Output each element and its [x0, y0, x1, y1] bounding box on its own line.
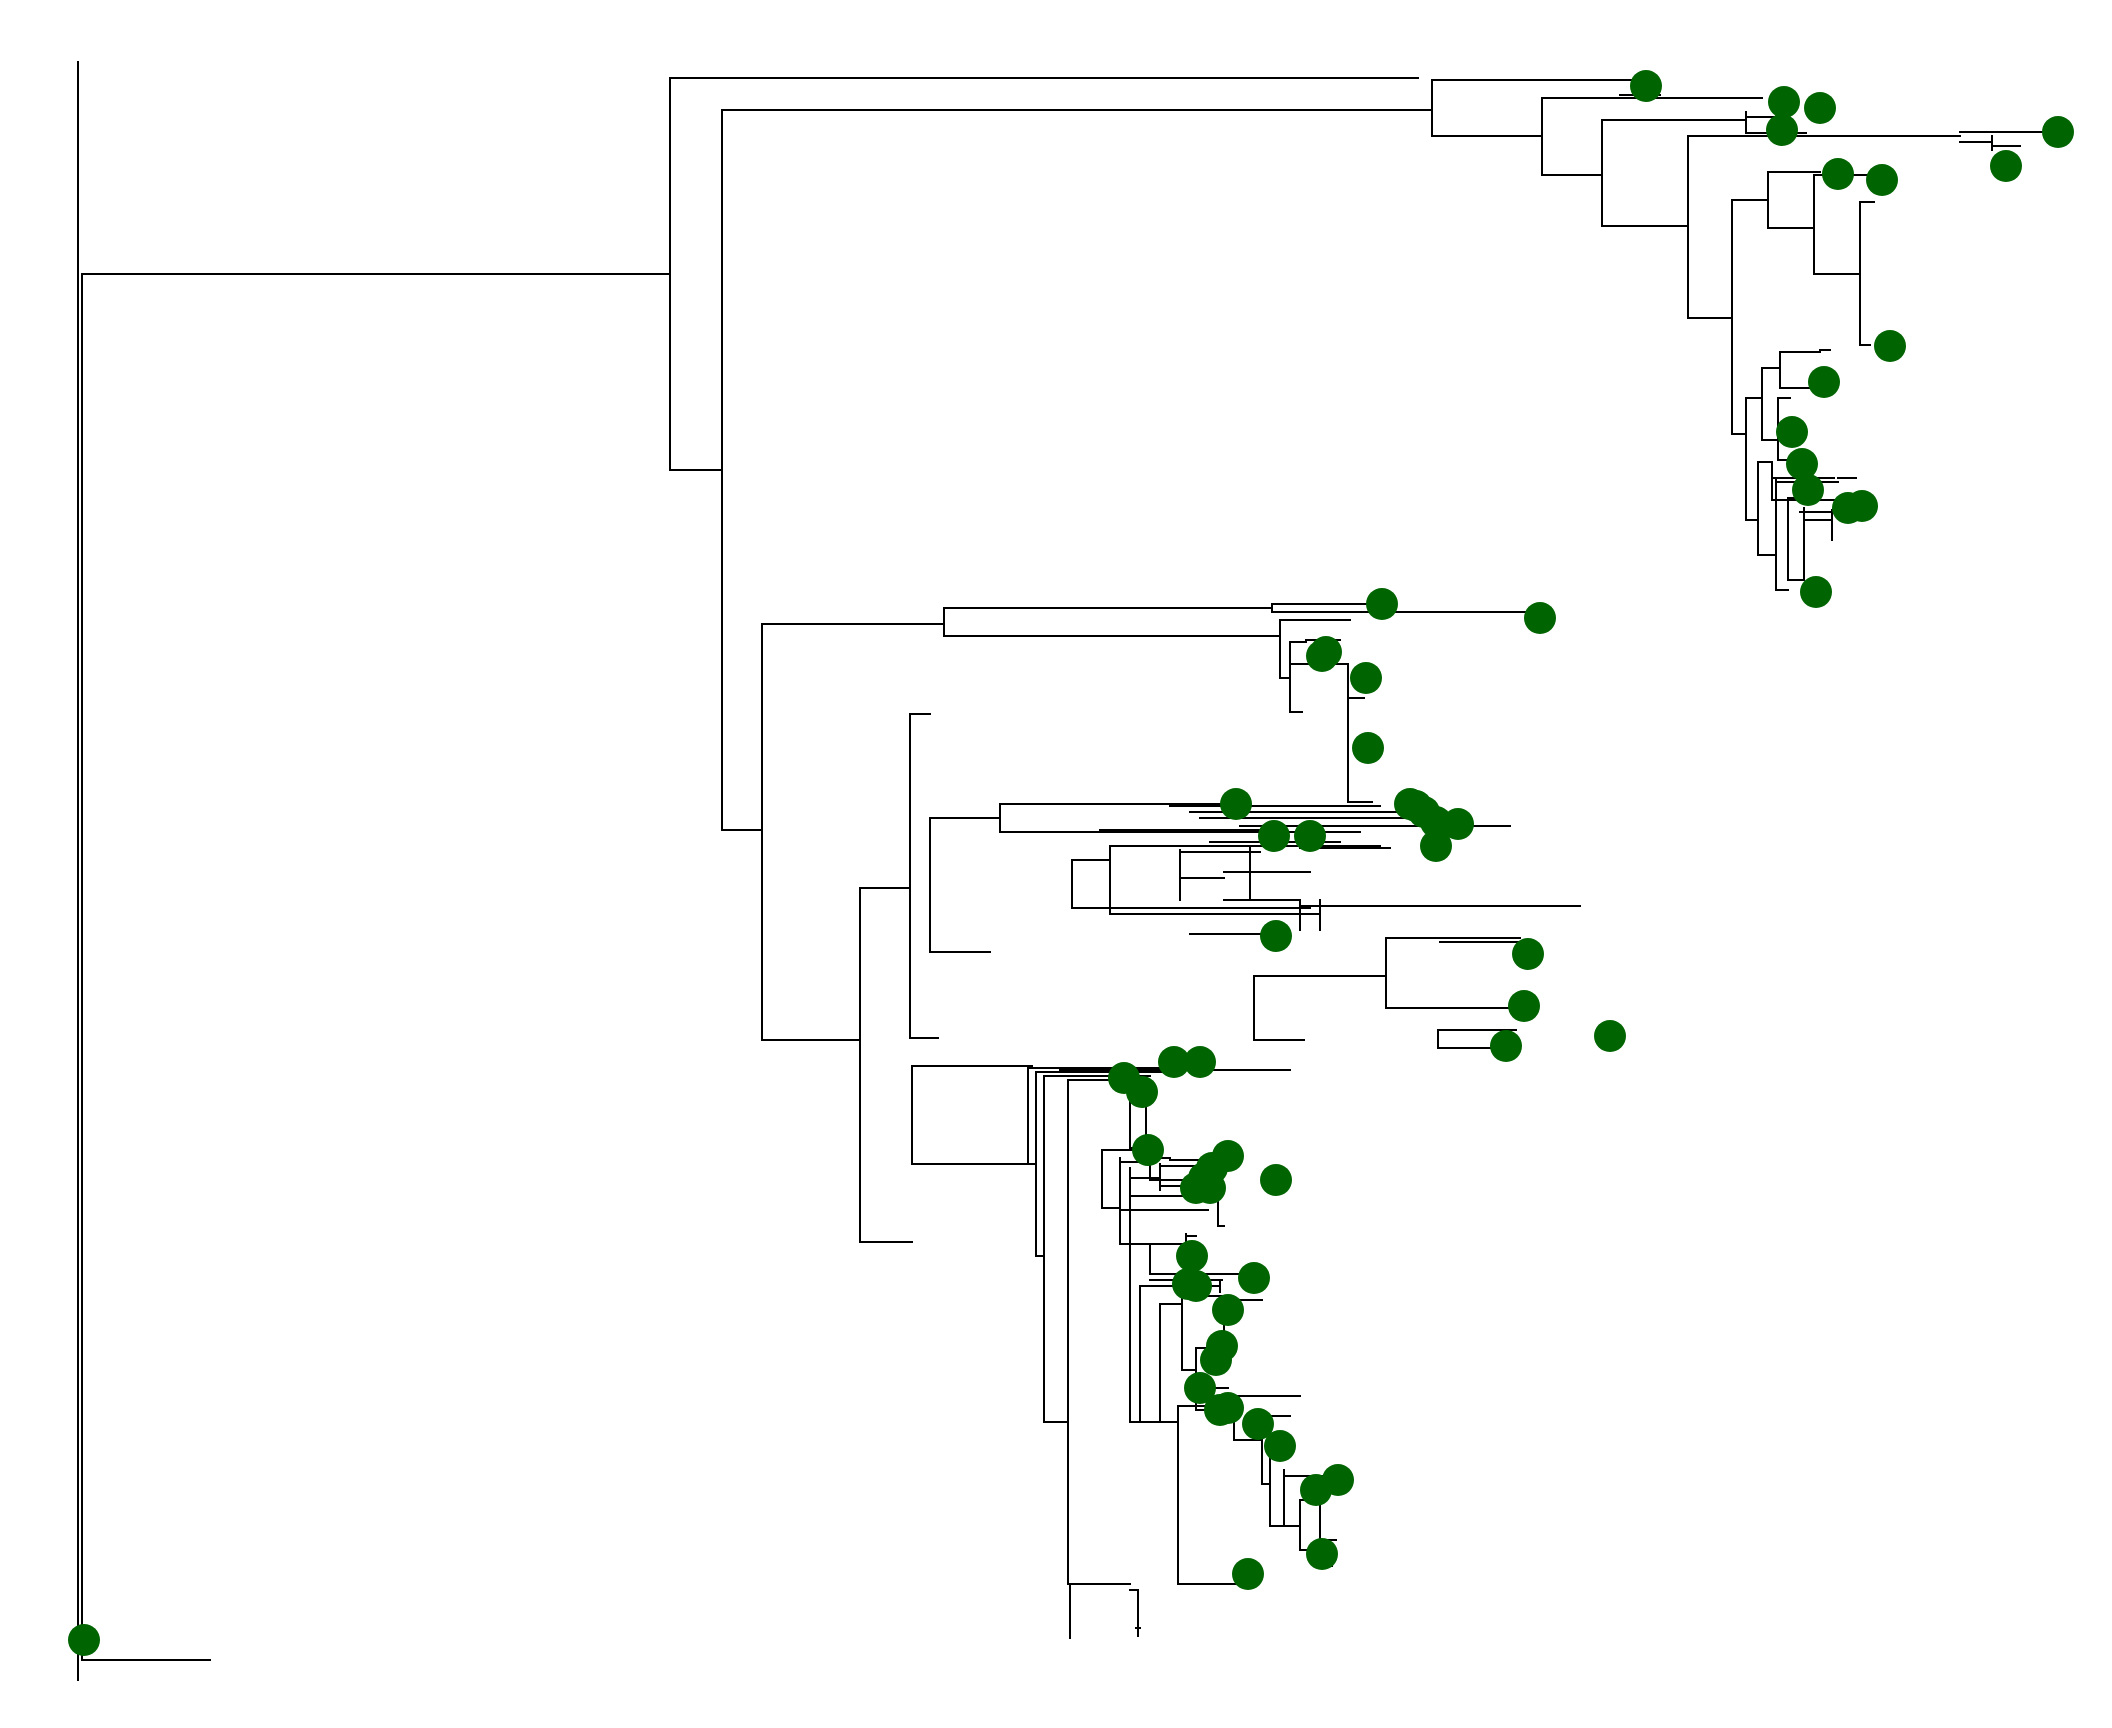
node-marker [1524, 602, 1556, 634]
node-marker [1804, 92, 1836, 124]
node-marker [1800, 576, 1832, 608]
node-marker [68, 1624, 100, 1656]
node-marker [1264, 1430, 1296, 1462]
node-marker [1184, 1372, 1216, 1404]
node-marker [1294, 820, 1326, 852]
node-marker [1184, 1046, 1216, 1078]
node-marker [1132, 1134, 1164, 1166]
node-markers [68, 70, 2074, 1656]
node-marker [1158, 1046, 1190, 1078]
node-marker [1366, 588, 1398, 620]
node-marker [1776, 416, 1808, 448]
node-marker [1508, 990, 1540, 1022]
node-marker [1212, 1294, 1244, 1326]
node-marker [1420, 806, 1452, 838]
node-marker [1258, 820, 1290, 852]
node-marker [1808, 366, 1840, 398]
node-marker [1126, 1076, 1158, 1108]
node-marker [1990, 150, 2022, 182]
node-marker [1490, 1030, 1522, 1062]
node-marker [1768, 86, 1800, 118]
node-marker [1766, 114, 1798, 146]
node-marker [1242, 1408, 1274, 1440]
node-marker [2042, 116, 2074, 148]
node-marker [1874, 330, 1906, 362]
node-marker [1212, 1392, 1244, 1424]
node-marker [1176, 1240, 1208, 1272]
node-marker [1630, 70, 1662, 102]
node-marker [1180, 1172, 1212, 1204]
node-marker [1238, 1262, 1270, 1294]
node-marker [1180, 1270, 1212, 1302]
node-marker [1866, 164, 1898, 196]
node-marker [1352, 732, 1384, 764]
node-marker [1232, 1558, 1264, 1590]
node-marker [1512, 938, 1544, 970]
tree-branches [77, 61, 2045, 1681]
node-marker [1594, 1020, 1626, 1052]
node-marker [1306, 1538, 1338, 1570]
node-marker [1200, 1344, 1232, 1376]
node-marker [1260, 1164, 1292, 1196]
node-marker [1792, 474, 1824, 506]
node-marker [1220, 788, 1252, 820]
node-marker [1350, 662, 1382, 694]
node-marker [1300, 1474, 1332, 1506]
node-marker [1822, 158, 1854, 190]
node-marker [1260, 920, 1292, 952]
node-marker [1846, 490, 1878, 522]
node-marker [1420, 830, 1452, 862]
node-marker [1310, 636, 1342, 668]
node-marker [1786, 448, 1818, 480]
